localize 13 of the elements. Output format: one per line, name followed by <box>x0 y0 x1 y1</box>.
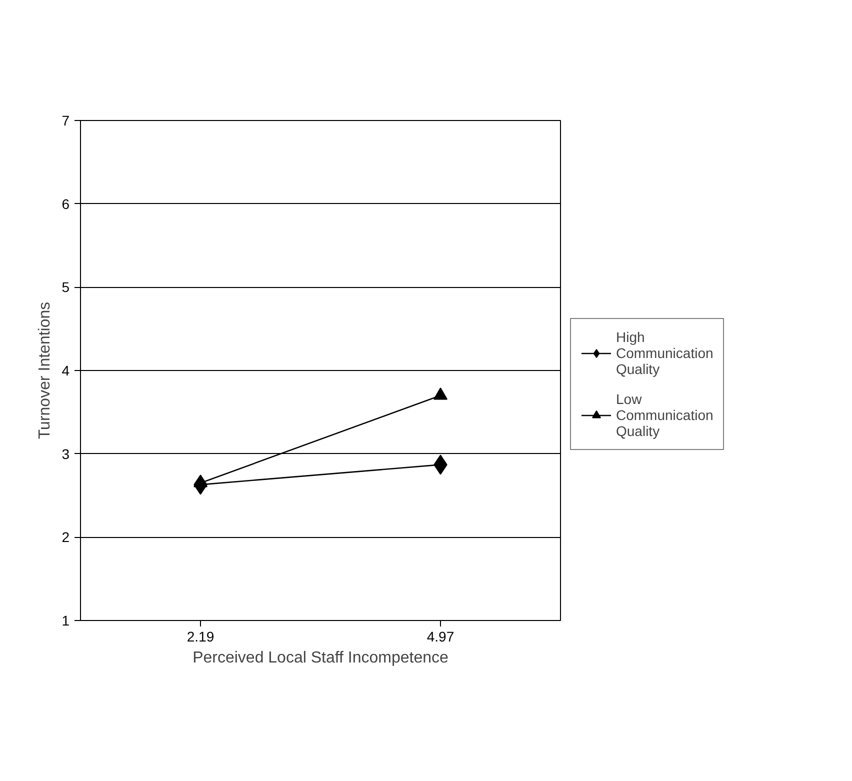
y-tick-label: 4 <box>62 362 70 378</box>
y-tick-label: 6 <box>62 196 70 212</box>
y-tick-label: 1 <box>62 612 70 628</box>
x-tick-label: 2.19 <box>186 628 214 644</box>
legend-label: Low Communication Quality <box>616 391 714 439</box>
y-axis-title: Turnover Intentions <box>36 302 54 440</box>
legend-label: High Communication Quality <box>616 329 714 377</box>
x-axis-title: Perceived Local Staff Incompetence <box>192 650 449 666</box>
y-tick-label: 2 <box>62 529 70 546</box>
y-tick-label: 7 <box>62 112 70 128</box>
x-tick-label: 4.97 <box>426 628 454 644</box>
y-tick-label: 5 <box>62 279 70 296</box>
y-tick-label: 3 <box>62 446 70 462</box>
